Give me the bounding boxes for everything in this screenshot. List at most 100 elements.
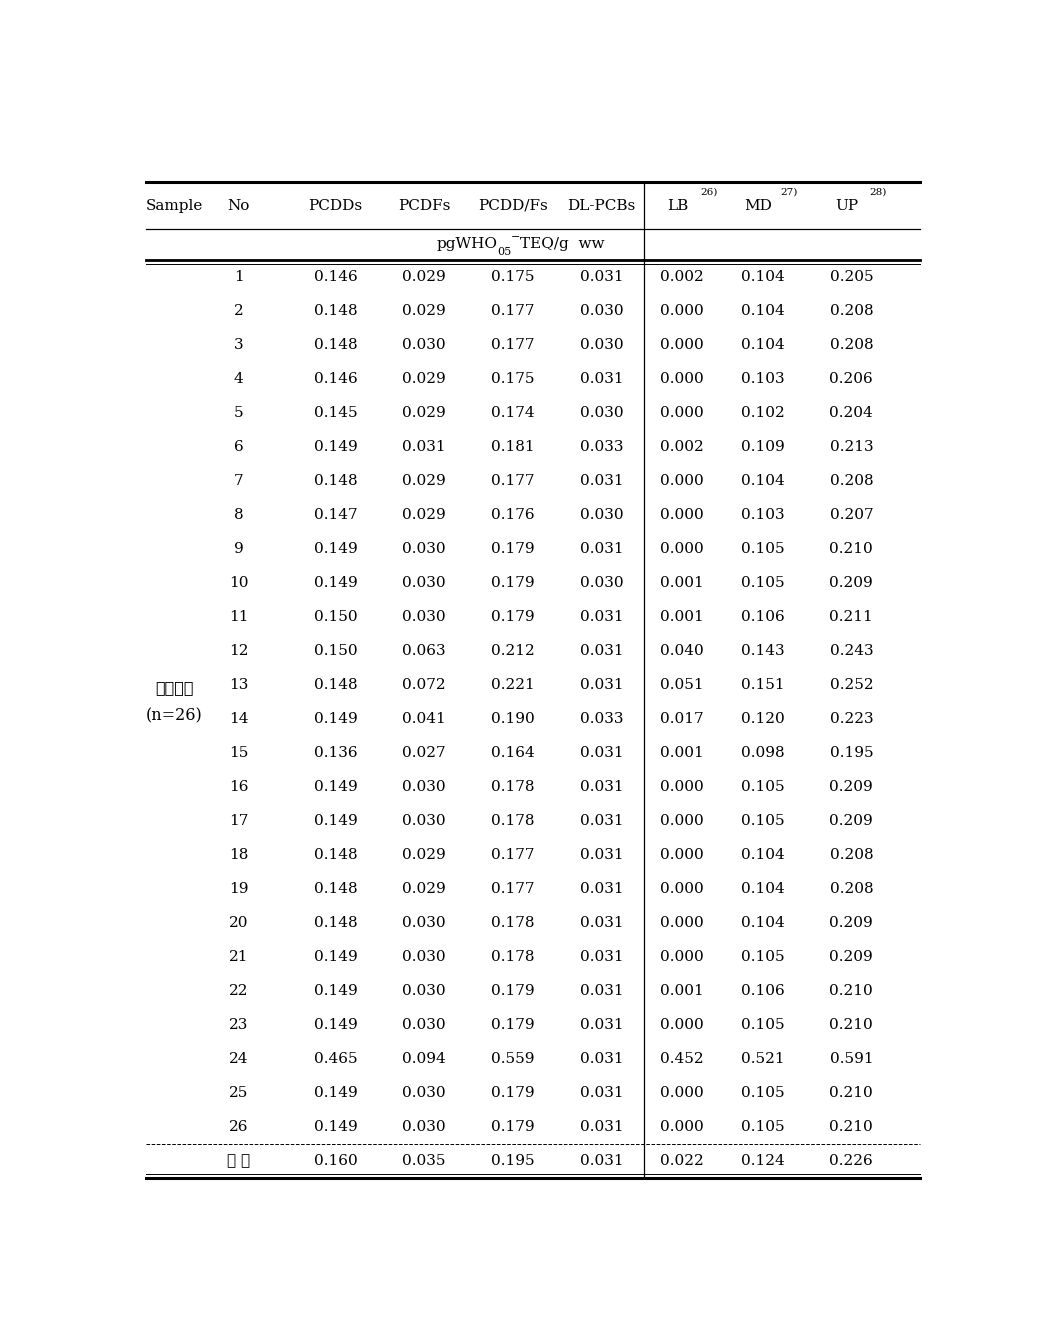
Text: 0.179: 0.179: [491, 1086, 535, 1099]
Text: 0.030: 0.030: [579, 405, 623, 420]
Text: 0.207: 0.207: [830, 508, 874, 522]
Text: 0.136: 0.136: [314, 746, 358, 760]
Text: 0.208: 0.208: [830, 473, 874, 488]
Text: 0.120: 0.120: [740, 712, 784, 726]
Text: 0.030: 0.030: [402, 542, 446, 556]
Text: 17: 17: [229, 813, 249, 828]
Text: 0.179: 0.179: [491, 1120, 535, 1134]
Text: 0.151: 0.151: [740, 678, 784, 691]
Text: 0.175: 0.175: [491, 372, 535, 385]
Text: 0.208: 0.208: [830, 848, 874, 861]
Text: 0.148: 0.148: [314, 304, 358, 318]
Text: 0.000: 0.000: [660, 508, 704, 522]
Text: 4: 4: [234, 372, 243, 385]
Text: 0.094: 0.094: [402, 1051, 446, 1066]
Text: 0.029: 0.029: [402, 405, 446, 420]
Text: 0.030: 0.030: [402, 950, 446, 964]
Text: 0.030: 0.030: [402, 575, 446, 590]
Text: 0.149: 0.149: [314, 780, 358, 793]
Text: 0.031: 0.031: [579, 542, 623, 556]
Text: 0.029: 0.029: [402, 270, 446, 284]
Text: 0.226: 0.226: [830, 1154, 874, 1168]
Text: 0.002: 0.002: [660, 440, 704, 453]
Text: 0.210: 0.210: [830, 542, 874, 556]
Text: 0.179: 0.179: [491, 575, 535, 590]
Text: 0.000: 0.000: [660, 780, 704, 793]
Text: 0.164: 0.164: [491, 746, 535, 760]
Text: pgWHO: pgWHO: [437, 238, 497, 251]
Text: 0.179: 0.179: [491, 542, 535, 556]
Text: 0.223: 0.223: [830, 712, 874, 726]
Text: 0.160: 0.160: [314, 1154, 358, 1168]
Text: 0.029: 0.029: [402, 881, 446, 896]
Text: 22: 22: [229, 983, 249, 998]
Text: 0.000: 0.000: [660, 473, 704, 488]
Text: 16: 16: [229, 780, 249, 793]
Text: 0.031: 0.031: [579, 950, 623, 964]
Text: 0.030: 0.030: [402, 983, 446, 998]
Text: 0.150: 0.150: [314, 643, 358, 658]
Text: 0.030: 0.030: [402, 780, 446, 793]
Text: 0.178: 0.178: [491, 780, 535, 793]
Text: 0.105: 0.105: [740, 950, 784, 964]
Text: 0.210: 0.210: [830, 1120, 874, 1134]
Text: 24: 24: [229, 1051, 249, 1066]
Text: 7: 7: [234, 473, 243, 488]
Text: 0.178: 0.178: [491, 916, 535, 930]
Text: 0.001: 0.001: [660, 983, 704, 998]
Text: 26: 26: [229, 1120, 249, 1134]
Text: 8: 8: [234, 508, 243, 522]
Text: 0.559: 0.559: [491, 1051, 535, 1066]
Text: 0.031: 0.031: [579, 610, 623, 623]
Text: 0.206: 0.206: [830, 372, 874, 385]
Text: 0.149: 0.149: [314, 1120, 358, 1134]
Text: 0.105: 0.105: [740, 542, 784, 556]
Text: 13: 13: [229, 678, 249, 691]
Text: 14: 14: [229, 712, 249, 726]
Text: 0.031: 0.031: [579, 372, 623, 385]
Text: 0.209: 0.209: [830, 916, 874, 930]
Text: 1: 1: [234, 270, 243, 284]
Text: 0.031: 0.031: [579, 916, 623, 930]
Text: 0.063: 0.063: [402, 643, 446, 658]
Text: 3: 3: [234, 338, 243, 352]
Text: 0.000: 0.000: [660, 542, 704, 556]
Text: 0.031: 0.031: [579, 678, 623, 691]
Text: 0.103: 0.103: [740, 372, 784, 385]
Text: 0.148: 0.148: [314, 338, 358, 352]
Text: 0.000: 0.000: [660, 916, 704, 930]
Text: 0.521: 0.521: [740, 1051, 784, 1066]
Text: 0.040: 0.040: [660, 643, 704, 658]
Text: 0.072: 0.072: [402, 678, 446, 691]
Text: 0.031: 0.031: [579, 746, 623, 760]
Text: 0.104: 0.104: [740, 338, 784, 352]
Text: 0.210: 0.210: [830, 1086, 874, 1099]
Text: 0.147: 0.147: [314, 508, 358, 522]
Text: 0.149: 0.149: [314, 1018, 358, 1031]
Text: 0.179: 0.179: [491, 983, 535, 998]
Text: 0.176: 0.176: [491, 508, 535, 522]
Text: 0.030: 0.030: [402, 813, 446, 828]
Text: 0.149: 0.149: [314, 542, 358, 556]
Text: 5: 5: [234, 405, 243, 420]
Text: 0.143: 0.143: [740, 643, 784, 658]
Text: 0.030: 0.030: [402, 1120, 446, 1134]
Text: 0.030: 0.030: [402, 610, 446, 623]
Text: 0.591: 0.591: [830, 1051, 874, 1066]
Text: 0.148: 0.148: [314, 678, 358, 691]
Text: 0.031: 0.031: [579, 1018, 623, 1031]
Text: MD: MD: [745, 198, 773, 213]
Text: 0.208: 0.208: [830, 338, 874, 352]
Text: 0.149: 0.149: [314, 950, 358, 964]
Text: 10: 10: [229, 575, 249, 590]
Text: 0.000: 0.000: [660, 813, 704, 828]
Text: 0.051: 0.051: [660, 678, 704, 691]
Text: 0.177: 0.177: [491, 881, 535, 896]
Text: PCDDs: PCDDs: [309, 198, 363, 213]
Text: 0.105: 0.105: [740, 1086, 784, 1099]
Text: 0.221: 0.221: [491, 678, 535, 691]
Text: 0.465: 0.465: [314, 1051, 358, 1066]
Text: 0.205: 0.205: [830, 270, 874, 284]
Text: 23: 23: [229, 1018, 249, 1031]
Text: 0.252: 0.252: [830, 678, 874, 691]
